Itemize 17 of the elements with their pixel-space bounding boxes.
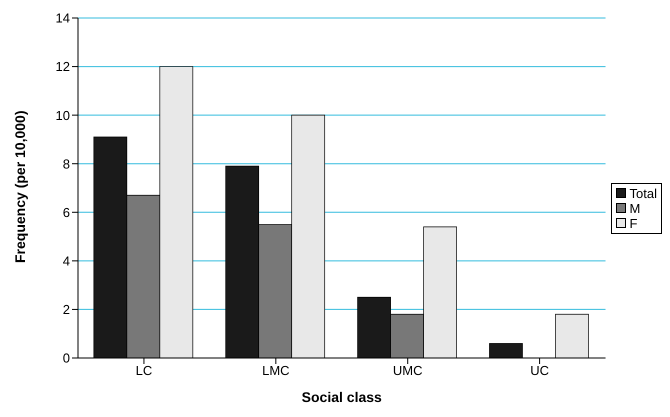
legend-label: F [630,216,638,230]
y-tick-label: 14 [56,10,70,26]
legend-label: M [630,200,640,216]
y-tick-label: 6 [62,204,70,220]
y-tick-label: 4 [62,253,70,268]
legend-label: Total [630,186,657,200]
x-axis-title: Social class [302,389,382,405]
x-tick-label: LMC [262,363,290,378]
y-axis-title: Frequency (per 10,000) [12,110,28,263]
y-tick-label: 12 [56,59,70,74]
y-tick-label: 2 [62,302,70,318]
y-tick-label: 10 [56,108,70,123]
x-tick-label: UC [530,363,549,378]
x-tick-label: LC [136,363,152,378]
x-tick-label: UMC [392,363,423,378]
y-tick-label: 0 [62,350,70,366]
y-tick-label: 8 [62,156,70,172]
